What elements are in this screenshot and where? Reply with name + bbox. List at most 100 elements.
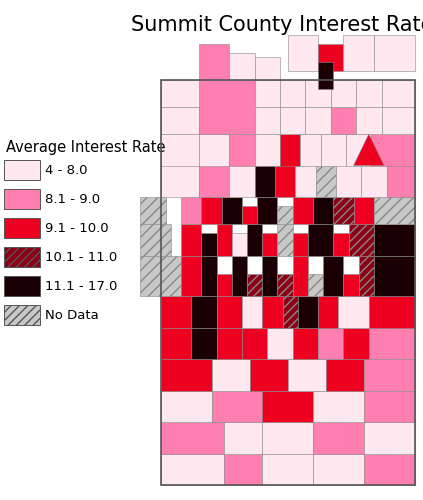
Bar bbox=[318, 296, 338, 328]
Bar bbox=[140, 197, 166, 224]
Bar bbox=[222, 197, 242, 224]
Bar bbox=[283, 296, 298, 328]
Bar bbox=[374, 197, 415, 224]
Text: Average Interest Rate: Average Interest Rate bbox=[6, 140, 166, 155]
Bar bbox=[201, 233, 217, 256]
Bar bbox=[262, 454, 313, 485]
Bar bbox=[212, 359, 250, 390]
Bar bbox=[318, 44, 343, 71]
Bar bbox=[305, 107, 331, 134]
Bar bbox=[318, 328, 343, 359]
Bar bbox=[161, 390, 212, 422]
Text: Summit County Interest Rates: Summit County Interest Rates bbox=[131, 15, 423, 35]
Bar bbox=[293, 256, 308, 296]
Bar bbox=[364, 422, 415, 454]
Bar bbox=[326, 359, 364, 390]
Bar bbox=[374, 35, 415, 71]
Bar bbox=[161, 80, 415, 485]
Bar bbox=[229, 166, 255, 197]
Bar bbox=[181, 197, 201, 224]
Bar bbox=[343, 274, 359, 296]
Bar bbox=[336, 166, 361, 197]
Bar bbox=[247, 224, 262, 256]
Bar bbox=[369, 328, 415, 359]
Polygon shape bbox=[354, 134, 384, 166]
Bar bbox=[161, 80, 199, 107]
Bar bbox=[4, 218, 40, 238]
Bar bbox=[313, 422, 364, 454]
Bar bbox=[191, 296, 217, 328]
Bar bbox=[181, 256, 201, 296]
Bar bbox=[288, 359, 326, 390]
Bar bbox=[293, 233, 308, 256]
Bar bbox=[277, 274, 293, 296]
Bar bbox=[343, 35, 374, 71]
Bar bbox=[359, 256, 374, 296]
Bar bbox=[217, 274, 232, 296]
Bar bbox=[374, 256, 415, 296]
Text: 4 - 8.0: 4 - 8.0 bbox=[45, 164, 88, 176]
Bar bbox=[4, 247, 40, 267]
Bar bbox=[313, 390, 364, 422]
Bar bbox=[331, 80, 356, 107]
Bar bbox=[4, 305, 40, 325]
Bar bbox=[387, 166, 415, 197]
Bar bbox=[323, 256, 343, 296]
Bar bbox=[267, 328, 293, 359]
Bar bbox=[280, 107, 305, 134]
Bar bbox=[247, 274, 262, 296]
Bar bbox=[308, 274, 323, 296]
Bar bbox=[161, 328, 191, 359]
Bar bbox=[382, 80, 415, 107]
Bar bbox=[257, 197, 277, 224]
Bar bbox=[369, 296, 415, 328]
Bar bbox=[161, 134, 199, 166]
Text: 11.1 - 17.0: 11.1 - 17.0 bbox=[45, 280, 118, 292]
Bar bbox=[161, 166, 199, 197]
Bar bbox=[255, 80, 280, 107]
Bar bbox=[161, 422, 224, 454]
Bar bbox=[161, 296, 191, 328]
Bar bbox=[161, 359, 212, 390]
Bar bbox=[161, 107, 199, 134]
Bar bbox=[201, 256, 217, 296]
Bar bbox=[343, 328, 369, 359]
Bar bbox=[295, 166, 316, 197]
Text: 8.1 - 9.0: 8.1 - 9.0 bbox=[45, 192, 100, 205]
Bar bbox=[212, 390, 262, 422]
Bar bbox=[229, 134, 255, 166]
Bar bbox=[280, 134, 300, 166]
Bar bbox=[262, 390, 313, 422]
Bar bbox=[364, 454, 415, 485]
Bar bbox=[262, 422, 313, 454]
Bar bbox=[280, 80, 305, 107]
Bar bbox=[356, 80, 382, 107]
Bar bbox=[331, 107, 356, 134]
Bar bbox=[316, 166, 336, 197]
Bar bbox=[4, 160, 40, 180]
Text: No Data: No Data bbox=[45, 308, 99, 322]
Bar bbox=[262, 296, 283, 328]
Bar bbox=[191, 328, 217, 359]
Bar bbox=[262, 256, 277, 296]
Bar bbox=[224, 454, 262, 485]
Bar bbox=[232, 233, 247, 256]
Bar bbox=[255, 107, 280, 134]
Bar bbox=[140, 224, 171, 256]
Bar bbox=[140, 256, 181, 296]
Bar bbox=[161, 454, 224, 485]
Bar bbox=[318, 62, 333, 89]
Bar bbox=[181, 224, 201, 256]
Bar bbox=[293, 328, 318, 359]
Bar bbox=[333, 197, 354, 224]
Bar bbox=[321, 134, 346, 166]
Bar bbox=[217, 328, 242, 359]
Bar bbox=[382, 107, 415, 134]
Bar bbox=[255, 58, 280, 80]
Bar bbox=[229, 53, 255, 80]
Bar bbox=[277, 224, 293, 256]
Bar bbox=[364, 390, 415, 422]
Bar bbox=[224, 422, 262, 454]
Text: 9.1 - 10.0: 9.1 - 10.0 bbox=[45, 222, 109, 234]
Bar bbox=[374, 224, 415, 256]
